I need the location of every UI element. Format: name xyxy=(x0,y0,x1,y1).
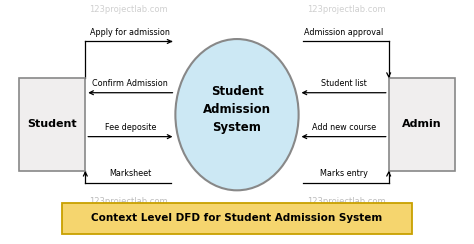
Text: Student
Admission
System: Student Admission System xyxy=(203,85,271,134)
Text: Student list: Student list xyxy=(321,79,366,88)
Text: Apply for admission: Apply for admission xyxy=(91,28,170,37)
Text: 123projectlab.com: 123projectlab.com xyxy=(89,197,167,206)
FancyBboxPatch shape xyxy=(62,203,412,234)
Text: 123projectlab.com: 123projectlab.com xyxy=(89,5,167,14)
Text: Context Level DFD for Student Admission System: Context Level DFD for Student Admission … xyxy=(91,214,383,223)
Ellipse shape xyxy=(175,39,299,190)
Text: Fee deposite: Fee deposite xyxy=(105,123,156,132)
FancyBboxPatch shape xyxy=(19,78,85,171)
Text: Confirm Admission: Confirm Admission xyxy=(92,79,168,88)
Text: Marksheet: Marksheet xyxy=(109,169,152,178)
Text: Admin: Admin xyxy=(402,120,442,129)
Text: Student: Student xyxy=(27,120,77,129)
Text: Admission approval: Admission approval xyxy=(304,28,383,37)
Text: Marks entry: Marks entry xyxy=(319,169,368,178)
FancyBboxPatch shape xyxy=(389,78,455,171)
Text: Add new course: Add new course xyxy=(311,123,376,132)
Text: 123projectlab.com: 123projectlab.com xyxy=(307,5,385,14)
Text: 123projectlab.com: 123projectlab.com xyxy=(307,197,385,206)
